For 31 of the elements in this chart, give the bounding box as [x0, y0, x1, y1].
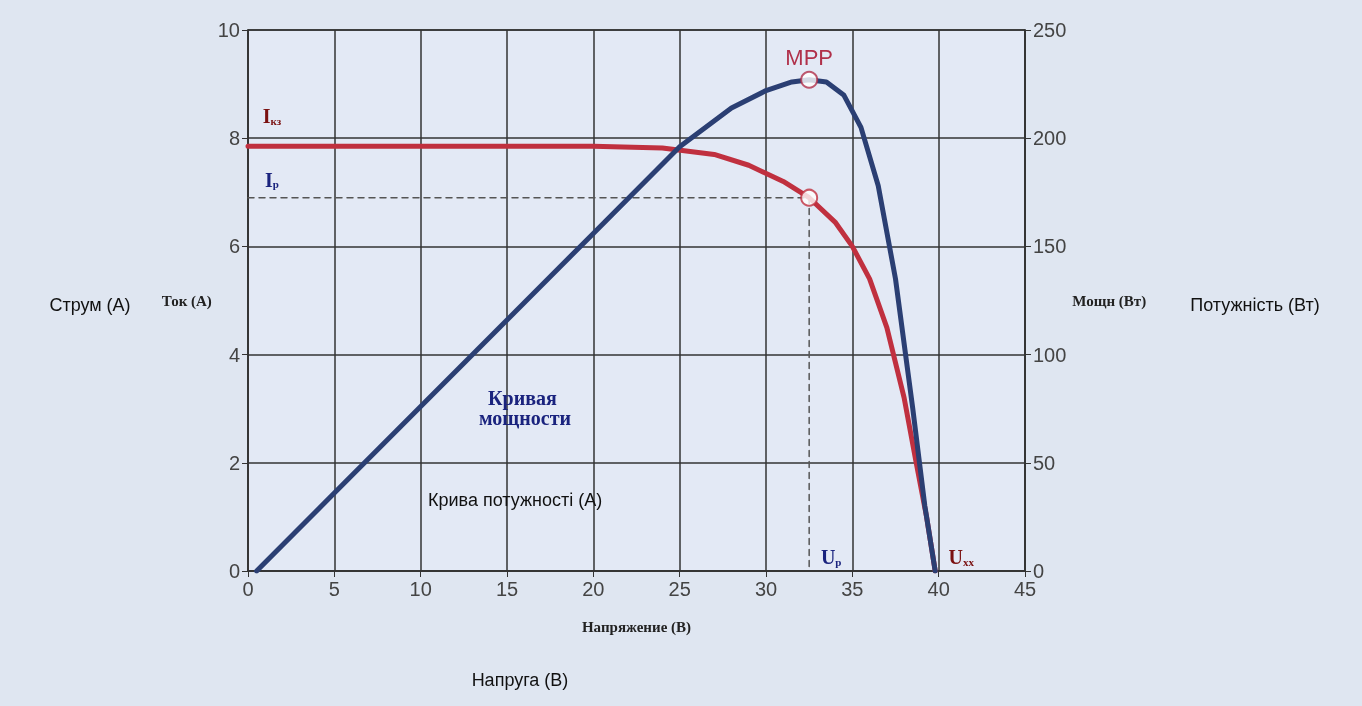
x-tick-label: 10: [409, 578, 432, 600]
y2-tick-label: 250: [1033, 19, 1067, 41]
y2-tick-label: 100: [1033, 343, 1067, 366]
y-tick-label: 6: [228, 235, 240, 258]
y2-axis-title: Мощн (Вт): [1072, 292, 1147, 310]
x-axis-title: Напряжение (В): [581, 618, 692, 636]
annotation: Uр: [820, 546, 842, 568]
x-tick-label: 40: [927, 578, 950, 600]
y-axis-title: Ток (А): [161, 292, 212, 310]
y-tick-label: 2: [228, 451, 240, 474]
x-tick-label: 0: [242, 578, 254, 600]
y2-tick-label: 150: [1033, 235, 1067, 258]
y-tick-label: 10: [217, 19, 240, 41]
y-tick-label: 8: [228, 127, 240, 150]
x-tick-label: 30: [754, 578, 778, 600]
text: Напруга (В): [471, 670, 569, 690]
y2-tick-label: 50: [1033, 451, 1056, 474]
y-tick-label: 0: [228, 560, 240, 582]
y2-tick-label: 200: [1033, 127, 1067, 150]
text: Потужність (Вт): [1190, 295, 1320, 315]
x-tick-label: 5: [328, 578, 340, 600]
annotation: MPP: [785, 45, 834, 71]
x-tick-label: 25: [668, 578, 691, 600]
annotation: Uхх: [948, 546, 975, 568]
y-tick-label: 4: [228, 343, 240, 366]
x-tick-label: 35: [841, 578, 864, 600]
text: Струм (А): [49, 295, 131, 315]
x-tick-label: 15: [495, 578, 519, 600]
annotation: Iр: [265, 168, 279, 191]
annotation: Iкз: [262, 105, 282, 128]
x-tick-label: 20: [582, 578, 605, 600]
